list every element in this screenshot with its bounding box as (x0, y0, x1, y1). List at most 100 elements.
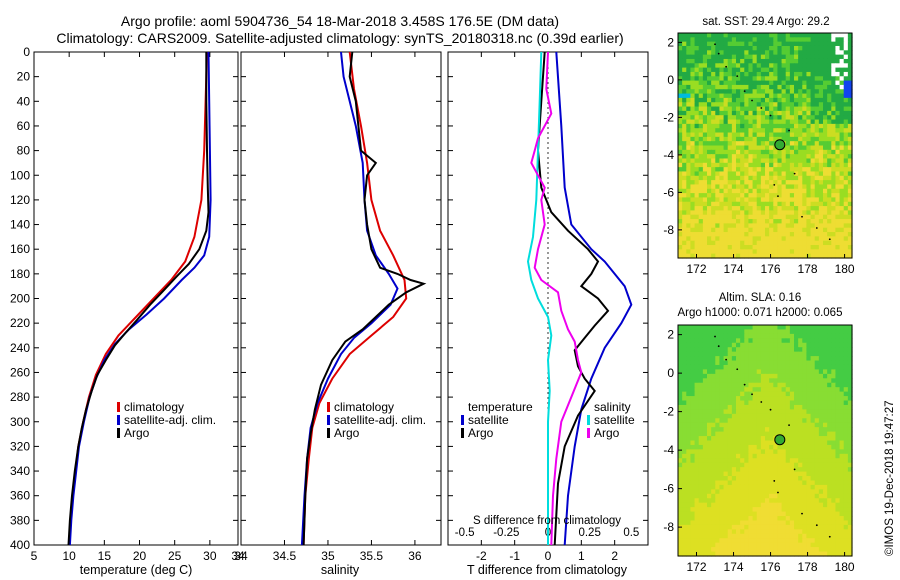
map-cell (690, 171, 696, 177)
map-cell (715, 89, 721, 95)
map-cell (702, 444, 708, 450)
map-cell (727, 524, 733, 530)
map-cell (731, 351, 737, 357)
map-cell (707, 413, 712, 419)
map-cell (707, 382, 712, 388)
map-cell (806, 391, 812, 397)
map-cell (698, 158, 704, 164)
map-cell (781, 71, 787, 77)
map-cell (839, 480, 845, 486)
map-cell (731, 347, 737, 353)
map-cell (806, 50, 812, 56)
map-cell (777, 93, 783, 99)
map-cell (781, 45, 787, 51)
map-cell (823, 418, 828, 424)
map-cell (798, 84, 803, 90)
map-cell (678, 507, 683, 513)
map-cell (682, 188, 687, 194)
map-cell (678, 360, 683, 366)
map-cell (690, 71, 696, 77)
map-cell (723, 373, 729, 379)
map-cell (694, 171, 700, 177)
map-cell (719, 102, 725, 108)
map-cell (727, 33, 733, 38)
map-cell (715, 132, 721, 138)
map-cell (843, 89, 849, 95)
map-cell (798, 471, 803, 477)
map-cell (678, 498, 683, 504)
y-tick-label: 80 (17, 144, 31, 158)
map-cell (794, 542, 799, 548)
map-cell (823, 45, 828, 51)
map-cell (798, 37, 803, 43)
map-cell (777, 84, 783, 90)
map-cell (843, 63, 849, 69)
map-cell (727, 507, 733, 513)
map-cell (690, 422, 696, 428)
map-cell (785, 360, 791, 366)
map-cell (690, 542, 696, 548)
map-cell (835, 453, 841, 459)
map-cell (698, 449, 704, 455)
map-cell (682, 538, 687, 544)
map-cell (802, 547, 808, 553)
map-cell (682, 102, 687, 108)
map-cell (702, 245, 708, 250)
map-cell (827, 80, 832, 86)
map-cell (698, 431, 704, 437)
map-cell (715, 516, 721, 522)
map-cell (682, 58, 687, 64)
map-cell (702, 37, 708, 43)
map-cell (839, 119, 845, 125)
map-cell (698, 422, 704, 428)
map-cell (773, 50, 779, 56)
map-cell (698, 119, 704, 125)
map-cell (823, 197, 828, 203)
map-cell (686, 63, 692, 69)
map-cell (823, 54, 828, 60)
map-cell (752, 41, 758, 47)
map-cell (740, 542, 745, 548)
map-cell (785, 351, 791, 357)
map-cell (736, 171, 741, 177)
map-cell (727, 201, 733, 207)
map-cell (698, 516, 704, 522)
map-cell (715, 232, 721, 237)
map-cell (727, 54, 733, 60)
map-cell (777, 193, 783, 199)
map-cell (731, 240, 737, 246)
map-cell (748, 409, 754, 415)
map-cell (707, 232, 712, 237)
map-cell (818, 325, 824, 331)
map-cell (843, 551, 849, 557)
map-cell (827, 413, 832, 419)
map-cell (798, 158, 803, 164)
map-cell (835, 529, 841, 535)
map-cell (694, 347, 700, 353)
map-cell (731, 489, 737, 495)
map-cell (752, 471, 758, 477)
map-cell (760, 115, 766, 121)
map-cell (777, 102, 783, 108)
map-cell (736, 158, 741, 164)
map-cell (702, 232, 708, 237)
map-cell (752, 67, 758, 73)
map-cell (839, 102, 845, 108)
map-cell (839, 413, 845, 419)
map-cell (731, 123, 737, 129)
map-cell (814, 80, 820, 86)
map-cell (690, 41, 696, 47)
map-cell (810, 507, 816, 513)
map-cell (802, 493, 808, 499)
map-cell (744, 89, 750, 95)
map-cell (818, 422, 824, 428)
map-cell (727, 351, 733, 357)
map-cell (694, 197, 700, 203)
map-cell (715, 219, 721, 224)
plot-frame (240, 51, 442, 546)
map-cell (748, 378, 754, 384)
temperature-xlabel: temperature (deg C) (80, 563, 193, 577)
map-cell (839, 206, 845, 212)
map-cell (719, 227, 725, 233)
map-cell (835, 338, 841, 344)
